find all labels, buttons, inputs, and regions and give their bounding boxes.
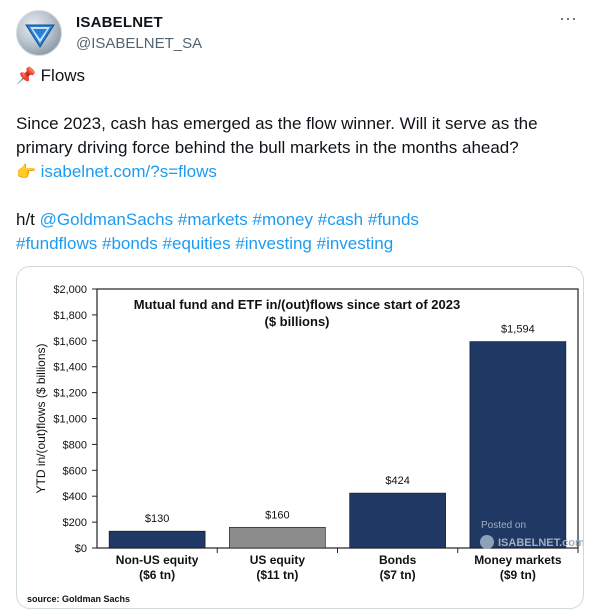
y-tick-label: $2,000 xyxy=(53,284,87,296)
tweet-heading: Flows xyxy=(40,66,86,85)
hat-tip-prefix: h/t xyxy=(16,210,35,229)
tweet-text: 📌 Flows Since 2023, cash has emerged as … xyxy=(16,64,584,256)
watermark-logo-icon xyxy=(480,535,494,549)
hashtag-link[interactable]: #markets xyxy=(177,210,248,229)
bar-chart: $0 $200 $400 $600 $800 $1,000 $1,200 $1,400 $1,6… xyxy=(27,284,584,604)
watermark-brand: ISABELNET.com xyxy=(498,537,584,549)
blank-line xyxy=(16,88,584,112)
more-options-icon[interactable]: ··· xyxy=(559,8,577,28)
hat-tip-line: h/t @GoldmanSachs #markets #money #cash … xyxy=(16,208,584,232)
tweet-header: ISABELNET @ISABELNET_SA ··· xyxy=(16,8,584,58)
y-axis-label: YTD in/(out)flows ($ billions) xyxy=(34,343,48,493)
isabelnet-logo-icon xyxy=(25,24,55,48)
y-tick-label: $800 xyxy=(63,439,87,451)
hashtag-line: #fundflows #bonds #equities #investing #… xyxy=(16,232,584,256)
blank-line xyxy=(16,184,584,208)
hashtag-link[interactable]: #investing xyxy=(316,234,394,253)
y-tick-label: $200 xyxy=(63,517,87,529)
x-category-sublabel: ($7 tn) xyxy=(380,568,416,582)
author-name[interactable]: ISABELNET xyxy=(76,14,163,31)
x-category-sublabel: ($11 tn) xyxy=(256,568,298,582)
y-tick-label: $1,400 xyxy=(53,362,87,374)
y-tick-label: $1,000 xyxy=(53,414,87,426)
tweet-link-line: 👉 isabelnet.com/?s=flows xyxy=(16,160,584,184)
hashtag-link[interactable]: #equities xyxy=(162,234,231,253)
hashtag-link[interactable]: #bonds xyxy=(102,234,158,253)
mention-link[interactable]: @GoldmanSachs xyxy=(39,210,174,229)
x-category-sublabel: ($9 tn) xyxy=(500,568,536,582)
bar-value-label: $424 xyxy=(385,475,409,487)
x-category-label: Bonds xyxy=(379,553,417,567)
x-category-label: Money markets xyxy=(474,553,562,567)
bar xyxy=(469,341,567,549)
tweet-line-1: Since 2023, cash has emerged as the flow… xyxy=(16,114,538,133)
y-tick-label: $400 xyxy=(63,491,87,503)
y-tick-label: $1,600 xyxy=(53,336,87,348)
author-handle[interactable]: @ISABELNET_SA xyxy=(76,35,203,52)
hashtag-link[interactable]: #funds xyxy=(367,210,419,229)
chart-title: Mutual fund and ETF in/(out)flows since … xyxy=(134,297,460,312)
bar-value-label: $130 xyxy=(145,513,169,525)
bar xyxy=(349,492,446,549)
avatar[interactable] xyxy=(16,10,62,56)
watermark-posted: Posted on xyxy=(481,520,526,531)
y-tick-label: $1,800 xyxy=(53,310,87,322)
bar xyxy=(229,526,326,549)
chart-source: source: Goldman Sachs xyxy=(27,594,130,604)
hashtag-link[interactable]: #cash xyxy=(317,210,364,229)
bar-value-label: $1,594 xyxy=(501,324,535,336)
hashtag-link[interactable]: #fundflows xyxy=(16,234,98,253)
x-category-label: US equity xyxy=(250,553,306,567)
hashtag-link[interactable]: #investing xyxy=(235,234,312,253)
chart-image[interactable]: $0 $200 $400 $600 $800 $1,000 $1,200 $1,400 $1,6… xyxy=(16,266,584,609)
tweet-line-2: primary driving force behind the bull ma… xyxy=(16,138,519,157)
y-tick-label: $600 xyxy=(63,465,87,477)
hashtag-link[interactable]: #money xyxy=(252,210,314,229)
x-category-sublabel: ($6 tn) xyxy=(139,568,175,582)
tweet-link[interactable]: isabelnet.com/?s=flows xyxy=(40,162,217,181)
pushpin-icon: 📌 xyxy=(16,66,36,85)
chart-subtitle: ($ billions) xyxy=(265,314,330,329)
bar xyxy=(108,530,206,549)
x-category-label: Non-US equity xyxy=(116,553,199,567)
pointing-hand-icon: 👉 xyxy=(16,162,36,181)
y-tick-label: $0 xyxy=(75,543,87,555)
tweet-heading-line: 📌 Flows xyxy=(16,64,584,88)
bar-value-label: $160 xyxy=(265,509,289,521)
y-tick-label: $1,200 xyxy=(53,388,87,400)
